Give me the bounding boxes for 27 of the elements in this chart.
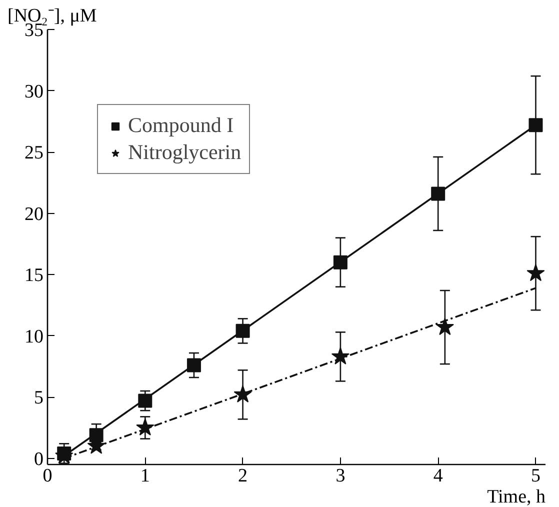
y-tick-label: 30 xyxy=(24,81,44,102)
x-tick-label: 1 xyxy=(140,466,150,486)
legend-label: Nitroglycerin xyxy=(128,140,242,165)
point xyxy=(526,264,545,282)
x-tick-label: 5 xyxy=(530,466,540,486)
point xyxy=(431,186,446,201)
point xyxy=(186,358,201,372)
x-tick-label: 2 xyxy=(238,466,248,486)
x-tick-label: 4 xyxy=(433,466,444,486)
y-tick-label: 15 xyxy=(24,265,44,286)
point xyxy=(138,394,152,408)
point xyxy=(528,118,543,132)
point xyxy=(333,255,348,270)
point xyxy=(89,428,104,442)
point xyxy=(236,324,250,338)
point xyxy=(136,418,154,436)
x-tick-label: 3 xyxy=(336,466,346,486)
y-tick-label: 5 xyxy=(34,388,44,409)
point xyxy=(234,385,252,402)
x-axis-title: Time, h xyxy=(487,486,546,507)
point xyxy=(331,347,350,364)
y-tick-label: 0 xyxy=(34,448,44,470)
y-tick-label: 20 xyxy=(24,204,44,225)
y-tick-label: 25 xyxy=(24,142,44,164)
legend-label: Compound I xyxy=(128,113,234,138)
y-tick-label: 10 xyxy=(24,326,44,348)
point xyxy=(436,318,454,336)
